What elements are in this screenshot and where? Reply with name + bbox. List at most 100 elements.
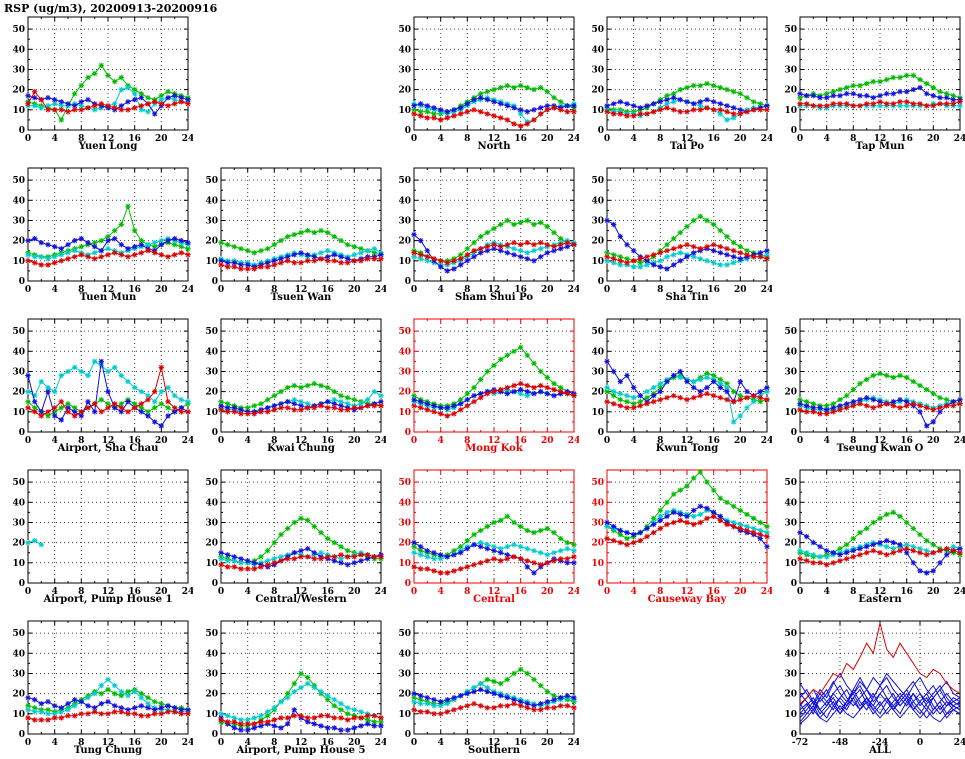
svg-text:20: 20 [784,86,797,96]
svg-text:-48: -48 [832,738,848,748]
gridlines [414,621,574,734]
svg-text:50: 50 [591,478,604,488]
tick-labels: 0 4 8 12 16 20 24 0 10 20 30 40 50 [12,327,194,446]
svg-text:-24: -24 [872,738,888,748]
chart-svg: 0 4 8 12 16 20 24 0 10 20 30 40 50 Causeway Bay [591,469,773,605]
svg-text:20: 20 [348,285,361,295]
svg-text:10: 10 [398,408,411,418]
svg-text:8: 8 [464,134,470,144]
svg-text:30: 30 [784,519,797,529]
chart-tuen-mun: 0 4 8 12 16 20 24 0 10 20 30 40 50 Tuen Mun [0,151,194,303]
svg-text:50: 50 [12,176,25,186]
svg-text:40: 40 [12,649,25,659]
svg-text:12: 12 [295,738,308,748]
svg-text:50: 50 [784,25,797,35]
svg-text:8: 8 [271,738,277,748]
svg-text:30: 30 [12,519,25,529]
series-green-line [413,346,575,407]
svg-text:8: 8 [850,436,856,446]
svg-text:4: 4 [52,587,58,597]
gridlines [28,470,188,583]
svg-text:12: 12 [874,436,887,446]
gridlines [221,319,381,432]
svg-text:8: 8 [850,134,856,144]
svg-text:16: 16 [128,587,141,597]
svg-text:50: 50 [398,478,411,488]
series-red-markers [411,554,577,576]
station-label: Airport, Sha Chau [57,443,159,453]
chart-tsuen-wan: 0 4 8 12 16 20 24 0 10 20 30 40 50 Tsuen Wan [193,151,387,303]
svg-text:12: 12 [488,738,501,748]
gridlines [800,470,960,583]
svg-text:40: 40 [591,196,604,206]
gridlines [607,319,767,432]
svg-text:50: 50 [12,25,25,35]
chart-airport-pump-house-1: 0 4 8 12 16 20 24 0 10 20 30 40 50 Airport, Pump Hous… [0,453,194,605]
series-green-markers [797,370,963,409]
svg-text:12: 12 [488,285,501,295]
svg-text:12: 12 [874,587,887,597]
svg-text:20: 20 [591,388,604,398]
svg-text:20: 20 [398,388,411,398]
svg-text:0: 0 [791,730,797,740]
svg-text:8: 8 [464,738,470,748]
svg-text:40: 40 [591,45,604,55]
svg-text:8: 8 [850,587,856,597]
svg-text:0: 0 [604,134,610,144]
series-red-markers [411,105,577,129]
svg-text:8: 8 [78,285,84,295]
svg-text:30: 30 [591,519,604,529]
svg-text:16: 16 [321,436,334,446]
svg-text:50: 50 [12,327,25,337]
chart-all: -72 -48 -24 0 24 0 10 20 30 40 50 ALL [772,604,965,756]
series-red-line [799,622,961,705]
svg-text:40: 40 [398,347,411,357]
svg-text:20: 20 [734,285,747,295]
axis-ticks [413,319,575,433]
svg-text:0: 0 [19,428,25,438]
chart-svg: 0 4 8 12 16 20 24 0 10 20 30 40 50 Southern [398,620,580,756]
svg-text:4: 4 [52,436,58,446]
series-cyan-markers [25,537,44,548]
svg-text:16: 16 [514,134,527,144]
svg-text:10: 10 [398,257,411,267]
svg-text:0: 0 [405,126,411,136]
svg-text:8: 8 [78,587,84,597]
svg-text:50: 50 [205,176,218,186]
chart-yuen-long: 0 4 8 12 16 20 24 0 10 20 30 40 50 Yuen Long [0,0,194,152]
series-blue-6-line [799,692,961,723]
axis-ticks [413,621,575,735]
tick-labels: 0 4 8 12 16 20 24 0 10 20 30 40 50 [205,478,387,597]
gridlines [414,17,574,130]
svg-text:10: 10 [398,559,411,569]
svg-text:0: 0 [917,738,923,748]
series-red-markers [797,401,963,417]
gridlines [800,621,960,734]
svg-text:20: 20 [541,285,554,295]
svg-text:30: 30 [12,66,25,76]
svg-text:0: 0 [598,126,604,136]
chart-svg: 0 4 8 12 16 20 24 0 10 20 30 40 50 Tsuen Wan [205,167,387,303]
station-label: Southern [468,745,521,755]
svg-text:40: 40 [398,649,411,659]
svg-text:16: 16 [900,587,913,597]
station-label: Airport, Pump House 5 [235,745,365,755]
svg-text:20: 20 [12,237,25,247]
chart-sha-tin: 0 4 8 12 16 20 24 0 10 20 30 40 50 Sha Tin [579,151,773,303]
svg-text:50: 50 [784,478,797,488]
svg-text:24: 24 [182,587,193,597]
svg-text:0: 0 [598,428,604,438]
svg-text:8: 8 [78,134,84,144]
svg-text:24: 24 [568,285,579,295]
svg-text:30: 30 [205,670,218,680]
svg-text:30: 30 [12,217,25,227]
series-blue-4-line [799,688,961,719]
svg-text:20: 20 [784,539,797,549]
svg-text:16: 16 [514,436,527,446]
svg-text:30: 30 [12,670,25,680]
svg-text:50: 50 [398,629,411,639]
svg-text:20: 20 [12,388,25,398]
svg-text:10: 10 [591,257,604,267]
svg-text:0: 0 [405,730,411,740]
svg-text:16: 16 [707,134,720,144]
